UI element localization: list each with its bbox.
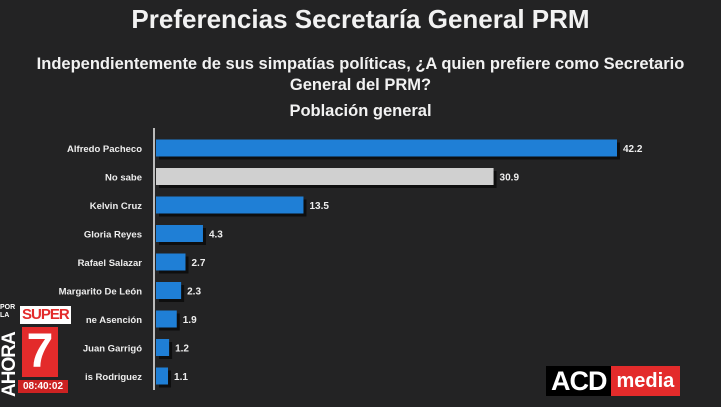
acd-text: ACD: [551, 365, 607, 396]
bar: [156, 196, 304, 214]
subtitle-line-1: Independientemente de sus simpatías polí…: [36, 55, 685, 73]
media-text: media: [610, 366, 681, 396]
bar: [156, 339, 170, 356]
category-label: Kelvin Cruz: [90, 201, 143, 212]
category-label: Juan Garrigó: [83, 344, 142, 355]
category-label: No sabe: [105, 173, 142, 184]
category-label: Gloria Reyes: [84, 230, 142, 241]
population-label: Población general: [289, 102, 432, 120]
category-label: Alfredo Pacheco: [67, 144, 142, 155]
bar: [156, 253, 186, 271]
value-label: 30.9: [500, 173, 520, 184]
value-label: 1.9: [183, 315, 197, 326]
value-label: 13.5: [309, 201, 329, 212]
bar: [156, 168, 494, 185]
chart-title: Preferencias Secretaría General PRM: [131, 4, 590, 34]
acd-media-logo: ACD media: [546, 365, 681, 396]
bar: [156, 310, 177, 328]
super-logo-text: SUPER: [20, 306, 71, 324]
bar: [156, 367, 169, 385]
value-label: 2.3: [187, 287, 201, 298]
value-label: 2.7: [191, 258, 205, 269]
value-label: 4.3: [209, 230, 223, 241]
chart-subtitle: Independientemente de sus simpatías polí…: [0, 54, 721, 96]
clock-time: 08:40:02: [18, 380, 68, 393]
category-label: is Rodriguez: [85, 372, 142, 383]
bar: [156, 139, 617, 157]
value-label: 1.2: [175, 344, 189, 355]
por-la-text: POR LA: [0, 304, 16, 319]
category-label: ne Asención: [86, 315, 142, 326]
subtitle-line-2: General del PRM?: [289, 76, 432, 94]
category-label: Margarito De León: [59, 287, 143, 298]
value-label: 1.1: [174, 372, 188, 383]
category-label: Rafael Salazar: [78, 258, 143, 269]
value-label: 42.2: [623, 144, 643, 155]
bar: [156, 282, 182, 299]
seven-logo: 7: [22, 327, 58, 377]
ahora-logo-text: AHORA: [0, 332, 20, 397]
bar: [156, 225, 203, 242]
